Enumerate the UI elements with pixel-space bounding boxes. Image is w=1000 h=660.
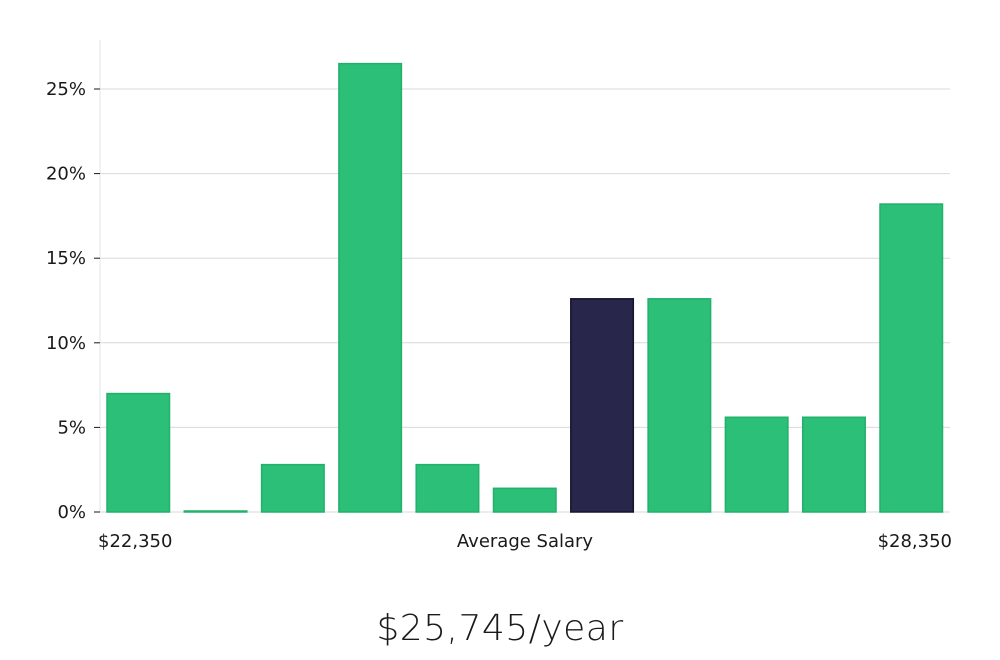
bar [183, 510, 248, 513]
x-min-label: $22,350 [98, 531, 172, 552]
x-max-label: $28,350 [878, 531, 952, 552]
bars [106, 62, 944, 513]
bar [492, 487, 557, 513]
bar [801, 416, 866, 513]
y-tick-label: 10% [46, 333, 86, 354]
bar-highlighted [570, 298, 635, 513]
bar [879, 203, 944, 513]
bar [106, 392, 171, 513]
y-axis-ticks: 0% 5% 10% 15% 20% 25% [46, 79, 100, 523]
bar [647, 298, 712, 513]
y-tick-label: 5% [57, 417, 86, 438]
y-tick-label: 15% [46, 248, 86, 269]
salary-histogram: 0% 5% 10% 15% 20% 25% $22,350 Average Salary … [46, 40, 952, 552]
y-tick-label: 20% [46, 164, 86, 185]
x-axis-title: Average Salary [457, 531, 594, 552]
average-salary-value: $25,745/year [376, 608, 624, 649]
y-tick-label: 25% [46, 79, 86, 100]
y-tick-label: 0% [57, 502, 86, 523]
bar [260, 463, 325, 513]
bar [338, 62, 403, 513]
bar [724, 416, 789, 513]
bar [415, 463, 480, 513]
x-axis-labels: $22,350 Average Salary $28,350 [98, 531, 952, 552]
